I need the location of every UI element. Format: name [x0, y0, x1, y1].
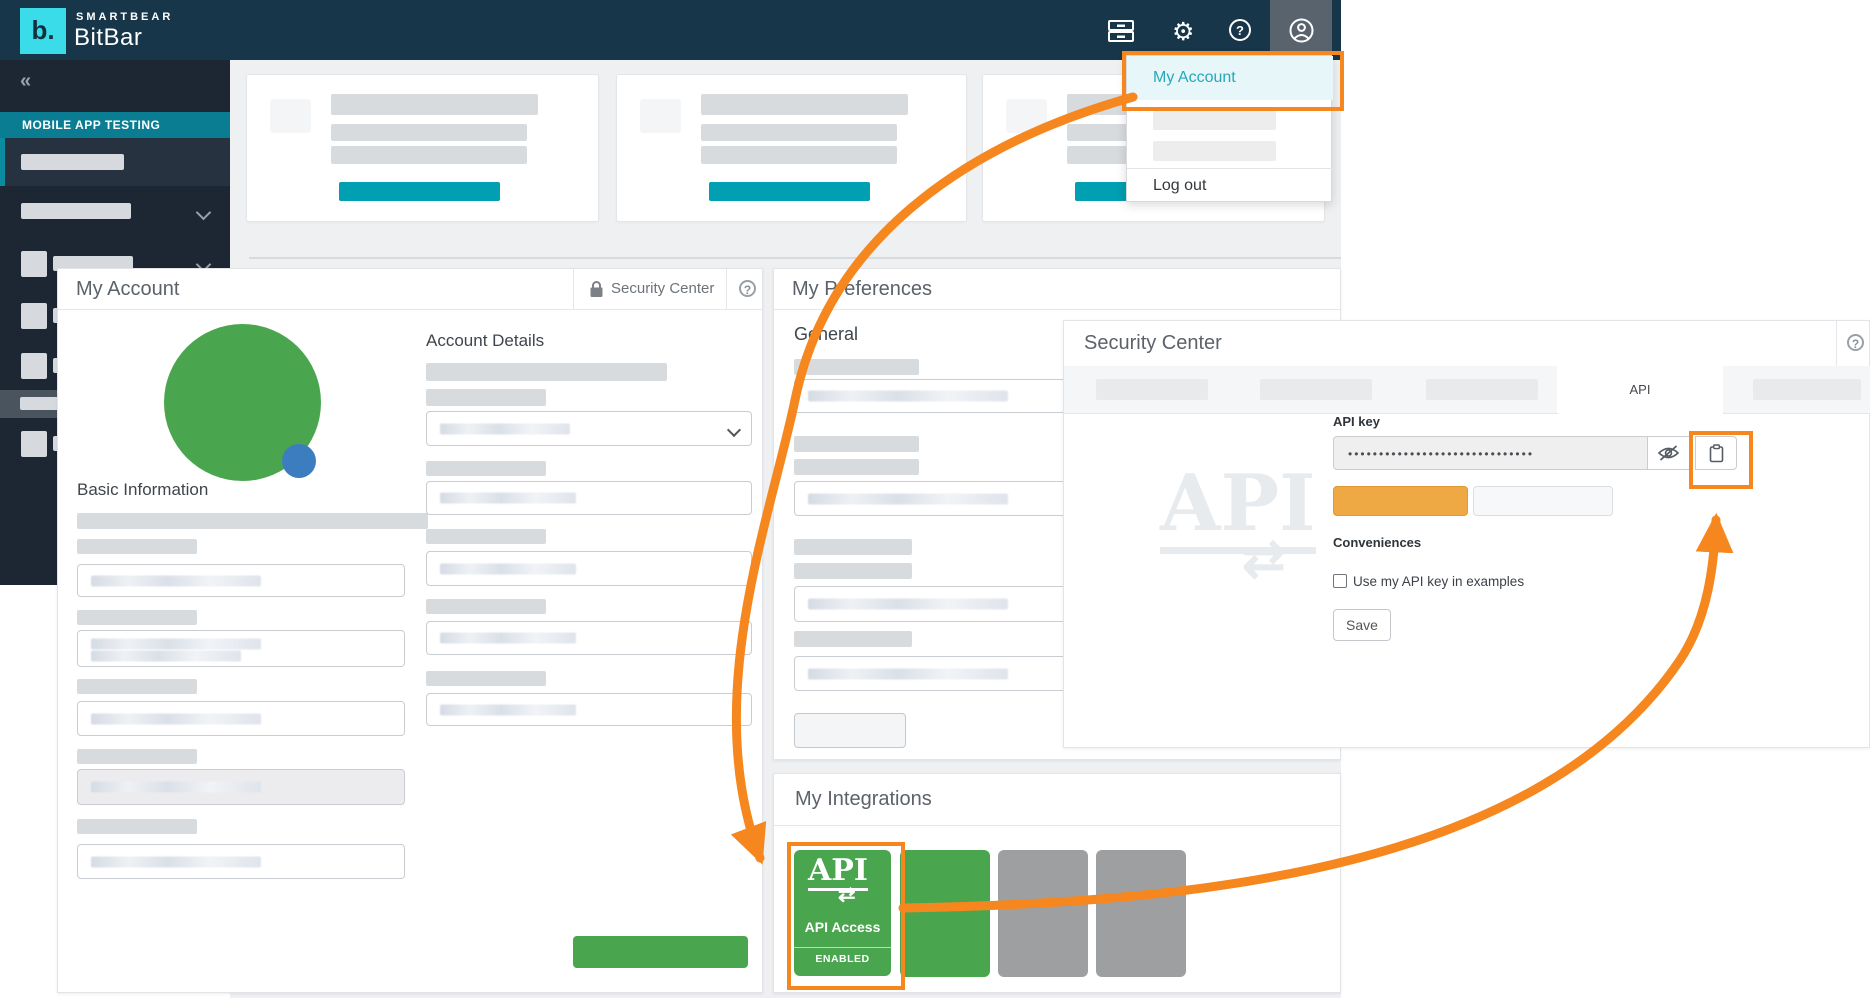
dashboard-card: [246, 74, 599, 222]
preferences-button[interactable]: [794, 713, 906, 748]
avatar-edit-badge[interactable]: [282, 444, 316, 478]
integration-tile[interactable]: [998, 850, 1088, 977]
tab-placeholder[interactable]: [1064, 366, 1226, 414]
content-divider: [249, 257, 1341, 259]
select-input[interactable]: [426, 411, 752, 446]
conveniences-heading: Conveniences: [1333, 535, 1422, 550]
security-center-panel: Security Center ? API API ⇄ API key ••••…: [1063, 320, 1870, 748]
chevron-down-icon: [726, 422, 742, 438]
tab-placeholder[interactable]: [1225, 366, 1392, 414]
copy-api-key-button[interactable]: [1695, 436, 1737, 470]
highlight-copy-button: [1689, 431, 1753, 489]
sidebar-item[interactable]: [0, 138, 230, 186]
highlight-api-access-tile: [787, 842, 905, 990]
my-integrations-title: My Integrations: [795, 788, 932, 810]
help-icon[interactable]: ?: [1229, 19, 1251, 41]
sidebar-item[interactable]: [0, 246, 230, 290]
clipboard-icon: [1709, 444, 1723, 463]
chevron-down-icon: [195, 204, 212, 221]
tab-placeholder[interactable]: [1723, 366, 1870, 414]
lock-icon: [589, 280, 604, 303]
text-input[interactable]: [426, 551, 752, 586]
api-logo-arrows: ⇄: [838, 883, 856, 906]
help-icon[interactable]: ?: [739, 280, 756, 297]
text-input[interactable]: [77, 701, 405, 736]
api-watermark-text: API: [1160, 461, 1316, 554]
text-input[interactable]: [426, 481, 752, 515]
text-input[interactable]: [77, 844, 405, 879]
card-action-button[interactable]: [339, 182, 500, 201]
dashboard-card: [616, 74, 967, 222]
my-account-title: My Account: [76, 278, 180, 300]
tab-placeholder[interactable]: [1391, 366, 1558, 414]
menu-item-my-account[interactable]: My Account: [1127, 56, 1333, 100]
integration-tile[interactable]: [1096, 850, 1186, 977]
brand-bitbar: BitBar: [74, 24, 143, 51]
save-button[interactable]: Save: [1333, 609, 1391, 641]
api-tile-status-badge: ENABLED: [815, 953, 870, 965]
text-input-disabled: [77, 769, 405, 805]
projects-drawer-icon[interactable]: [1108, 19, 1134, 48]
account-icon[interactable]: [1289, 18, 1314, 48]
bitbar-logo[interactable]: b.: [20, 8, 66, 54]
api-tile-name: API Access: [804, 919, 881, 935]
regenerate-key-button[interactable]: [1333, 486, 1468, 516]
card-action-button[interactable]: [709, 182, 870, 201]
sidebar-section-label: MOBILE APP TESTING: [0, 112, 230, 138]
secondary-key-button[interactable]: [1473, 486, 1613, 516]
integration-tile[interactable]: [900, 850, 990, 977]
use-api-key-checkbox-label: Use my API key in examples: [1353, 574, 1525, 589]
api-watermark-arrows: ⇄: [1242, 530, 1286, 588]
help-icon[interactable]: ?: [1847, 334, 1864, 351]
eye-slash-icon: [1657, 445, 1680, 461]
text-input[interactable]: [77, 564, 405, 597]
text-input[interactable]: [426, 693, 752, 726]
tab-api[interactable]: API: [1557, 366, 1724, 413]
save-account-button[interactable]: [573, 936, 748, 968]
account-dropdown: My Account Log out: [1126, 55, 1333, 202]
sidebar-item[interactable]: [0, 194, 230, 238]
use-api-key-checkbox[interactable]: [1333, 574, 1347, 588]
menu-item-log-out[interactable]: Log out: [1153, 177, 1207, 194]
highlight-my-account-menu-item: [1122, 51, 1344, 111]
text-input[interactable]: [77, 630, 405, 667]
brand-smartbear: SMARTBEAR: [76, 11, 174, 23]
my-preferences-title: My Preferences: [792, 278, 933, 300]
sidebar-collapse-icon[interactable]: «: [20, 70, 32, 92]
basic-information-heading: Basic Information: [77, 480, 209, 499]
security-center-title: Security Center: [1084, 332, 1222, 354]
show-api-key-button[interactable]: [1648, 436, 1690, 470]
api-key-label: API key: [1333, 414, 1380, 429]
account-details-heading: Account Details: [426, 331, 545, 350]
api-key-field[interactable]: ••••••••••••••••••••••••••••••: [1333, 436, 1648, 470]
settings-gear-icon[interactable]: ⚙: [1172, 18, 1195, 46]
general-heading: General: [794, 324, 859, 344]
my-account-panel: My Account Security Center ? Basic Infor…: [57, 268, 763, 993]
security-center-link[interactable]: Security Center: [611, 280, 715, 297]
text-input[interactable]: [426, 621, 752, 655]
